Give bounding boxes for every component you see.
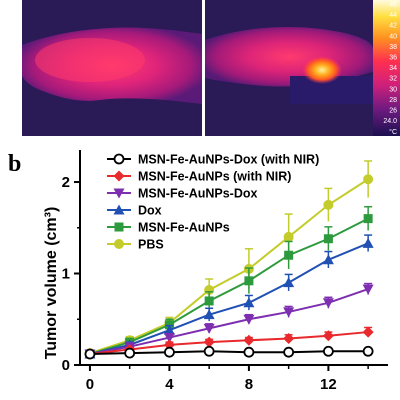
mouse-right-silhouette [205, 26, 373, 104]
legend-label: MSN-Fe-AuNPs (with NIR) [138, 170, 291, 184]
legend-label: Dox [138, 204, 162, 218]
colorbar-labels: 46 44 42 40 38 36 34 32 30 28 26 24.0 °C [383, 2, 397, 137]
colorbar-tick-label: 24.0 [383, 118, 397, 125]
data-point [203, 336, 215, 348]
y-tick-label: 1 [62, 266, 70, 283]
data-point [84, 348, 96, 360]
data-point [283, 346, 295, 358]
legend-marker [113, 188, 125, 199]
mouse-left-silhouette [22, 27, 202, 105]
y-tick-label: 0 [62, 357, 70, 374]
series-line [89, 178, 369, 355]
series-line [89, 217, 369, 355]
data-point [362, 345, 374, 357]
legend-label: PBS [138, 238, 164, 252]
data-point [164, 346, 175, 358]
data-point [322, 330, 334, 342]
data-point [322, 345, 334, 357]
colorbar-tick-label: 46 [389, 2, 397, 9]
legend-item: MSN-Fe-AuNPs-Dox [107, 187, 257, 201]
series-layer [84, 160, 374, 360]
series-line [89, 331, 369, 356]
tumor-hotspot [302, 56, 342, 84]
legend-item: PBS [107, 238, 164, 252]
colorbar-tick-label: 42 [389, 23, 397, 30]
legend-label: MSN-Fe-AuNPs-Dox [138, 187, 257, 201]
legend-marker [114, 222, 124, 232]
data-point [243, 314, 255, 325]
data-point [363, 174, 374, 185]
legend-marker [113, 153, 125, 165]
colorbar-tick-label: 36 [389, 55, 397, 62]
x-tick-label: 12 [320, 376, 337, 393]
legend-marker [114, 239, 124, 249]
data-point [323, 199, 334, 210]
x-tick-label: 0 [86, 376, 94, 393]
data-point [283, 231, 294, 242]
data-point [243, 297, 255, 308]
data-point [244, 276, 254, 286]
series [85, 205, 373, 359]
data-point [243, 346, 255, 358]
y-axis-label: Tumor volume (cm³) [43, 207, 60, 360]
legend-label: MSN-Fe-AuNPs-Dox (with NIR) [138, 153, 319, 167]
data-point [284, 250, 294, 260]
colorbar-tick-label: 44 [389, 12, 397, 19]
data-point [283, 332, 295, 344]
series-line [89, 350, 369, 356]
legend: MSN-Fe-AuNPs-Dox (with NIR) MSN-Fe-AuNPs … [107, 153, 319, 252]
data-point [203, 323, 215, 334]
x-tick-label: 8 [245, 376, 253, 393]
y-tick-label: 2 [62, 174, 70, 191]
data-point [283, 277, 295, 288]
data-point [124, 347, 136, 359]
data-point [363, 214, 373, 224]
data-point [243, 334, 255, 346]
data-point [283, 307, 295, 318]
legend-item: MSN-Fe-AuNPs [107, 221, 230, 235]
data-point [362, 326, 374, 338]
colorbar-tick-label: 40 [389, 33, 397, 40]
colorbar-tick-label: 26 [389, 108, 397, 115]
colorbar-unit: °C [389, 128, 397, 136]
data-point [203, 345, 215, 357]
data-point [163, 333, 175, 344]
legend-item: Dox [107, 204, 162, 218]
colorbar-tick-label: 38 [389, 44, 397, 51]
thermal-imaging-panel: 46 44 42 40 38 36 34 32 30 28 26 24.0 °C [22, 0, 400, 137]
data-point [322, 254, 334, 265]
panel-letter: b [8, 151, 21, 177]
data-point [362, 284, 374, 295]
series-line [89, 288, 369, 356]
data-point [204, 296, 214, 306]
data-point [323, 234, 333, 244]
legend-item: MSN-Fe-AuNPs (with NIR) [107, 170, 291, 184]
colorbar [373, 0, 400, 136]
colorbar-tick-label: 28 [389, 97, 397, 104]
x-tick-label: 4 [165, 376, 174, 393]
data-point [163, 324, 175, 335]
series [84, 345, 374, 360]
data-point [203, 309, 215, 320]
data-point [322, 298, 334, 309]
data-point [362, 237, 374, 248]
legend-label: MSN-Fe-AuNPs [138, 221, 230, 235]
colorbar-tick-label: 30 [389, 86, 397, 93]
legend-item: MSN-Fe-AuNPs-Dox (with NIR) [107, 153, 319, 167]
legend-marker [113, 204, 125, 215]
legend-marker [113, 170, 125, 182]
colorbar-tick-label: 34 [389, 65, 397, 72]
colorbar-tick-label: 32 [389, 76, 397, 83]
series-line [89, 242, 369, 355]
